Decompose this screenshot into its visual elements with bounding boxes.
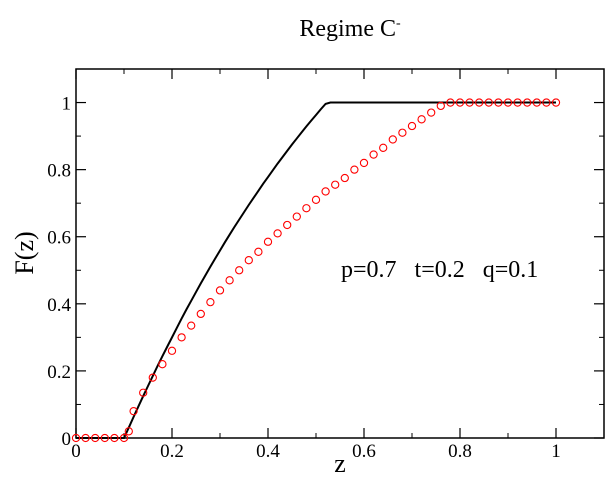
data-point-marker bbox=[119, 433, 129, 443]
data-point-marker bbox=[235, 266, 244, 275]
data-point-marker bbox=[513, 98, 522, 107]
chart-title-superscript: - bbox=[396, 16, 401, 31]
data-point-marker bbox=[379, 143, 388, 152]
data-point-marker bbox=[110, 433, 119, 443]
axis-ticks bbox=[75, 68, 605, 439]
data-point-marker bbox=[225, 276, 234, 285]
data-point-marker bbox=[475, 98, 484, 107]
data-point-marker bbox=[427, 108, 436, 117]
data-point-marker bbox=[455, 98, 465, 107]
data-point-marker bbox=[340, 173, 349, 183]
y-tick-label: 0.6 bbox=[47, 228, 71, 249]
data-point-marker bbox=[206, 297, 215, 307]
data-point-marker bbox=[124, 427, 133, 436]
data-point-marker bbox=[71, 433, 81, 443]
series-lines bbox=[76, 101, 556, 439]
x-tick-label: 0 bbox=[71, 441, 81, 462]
data-point-marker bbox=[484, 98, 493, 107]
x-tick-label: 1 bbox=[551, 441, 561, 462]
data-point-marker bbox=[321, 187, 330, 196]
data-point-marker bbox=[215, 286, 225, 295]
y-tick-label: 0.2 bbox=[47, 362, 71, 383]
data-point-marker bbox=[196, 309, 205, 319]
data-point-marker bbox=[494, 98, 503, 107]
y-axis-label: F(z) bbox=[10, 231, 39, 274]
data-point-marker bbox=[254, 247, 263, 256]
data-point-marker bbox=[388, 135, 397, 144]
data-point-marker bbox=[139, 388, 148, 397]
data-point-marker bbox=[446, 98, 455, 107]
data-point-marker bbox=[532, 98, 541, 107]
data-point-marker bbox=[187, 321, 196, 330]
data-point-marker bbox=[91, 433, 100, 443]
data-point-marker bbox=[100, 433, 109, 443]
x-axis-label: z bbox=[334, 449, 346, 478]
data-point-marker bbox=[436, 101, 445, 111]
series-line bbox=[76, 101, 556, 439]
data-point-marker bbox=[292, 212, 301, 221]
y-tick-label: 0.8 bbox=[47, 161, 71, 182]
data-point-marker bbox=[398, 128, 407, 137]
data-point-marker bbox=[369, 150, 378, 159]
data-point-marker bbox=[273, 229, 282, 238]
x-tick-label: 0.8 bbox=[448, 441, 472, 462]
y-tick-label: 0 bbox=[62, 429, 72, 450]
data-point-marker bbox=[158, 360, 167, 369]
data-point-marker bbox=[523, 98, 532, 107]
chart-title-text: Regime C bbox=[299, 16, 396, 42]
data-point-marker bbox=[503, 98, 513, 107]
data-point-marker bbox=[81, 433, 90, 443]
data-point-marker bbox=[244, 256, 253, 265]
data-point-marker bbox=[417, 115, 426, 124]
data-point-marker bbox=[148, 373, 157, 382]
data-point-marker bbox=[331, 180, 340, 189]
data-point-marker bbox=[311, 195, 321, 204]
data-point-marker bbox=[542, 98, 551, 107]
series-markers bbox=[71, 98, 561, 443]
data-point-marker bbox=[167, 346, 177, 355]
x-tick-label: 0.2 bbox=[160, 441, 184, 462]
data-point-marker bbox=[350, 165, 359, 174]
chart-title: Regime C- bbox=[299, 16, 401, 42]
plot-frame bbox=[75, 68, 605, 439]
parameter-annotation: p=0.7 t=0.2 q=0.1 bbox=[341, 257, 538, 283]
data-point-marker bbox=[551, 98, 561, 107]
data-point-marker bbox=[407, 121, 417, 131]
data-point-marker bbox=[283, 220, 292, 230]
y-tick-label: 0.4 bbox=[47, 295, 71, 316]
x-tick-label: 0.4 bbox=[256, 441, 280, 462]
data-point-marker bbox=[129, 407, 138, 416]
data-point-marker bbox=[465, 98, 474, 107]
tick-labels: 0 0.2 0.4 0.6 0.8 1 0 0.2 0.4 0.6 0.8 1 bbox=[47, 94, 561, 462]
data-point-marker bbox=[177, 333, 186, 342]
data-point-marker bbox=[302, 204, 311, 213]
y-tick-label: 1 bbox=[62, 94, 72, 115]
x-tick-label: 0.6 bbox=[352, 441, 376, 462]
data-point-marker bbox=[359, 158, 369, 168]
data-point-marker bbox=[263, 237, 273, 246]
